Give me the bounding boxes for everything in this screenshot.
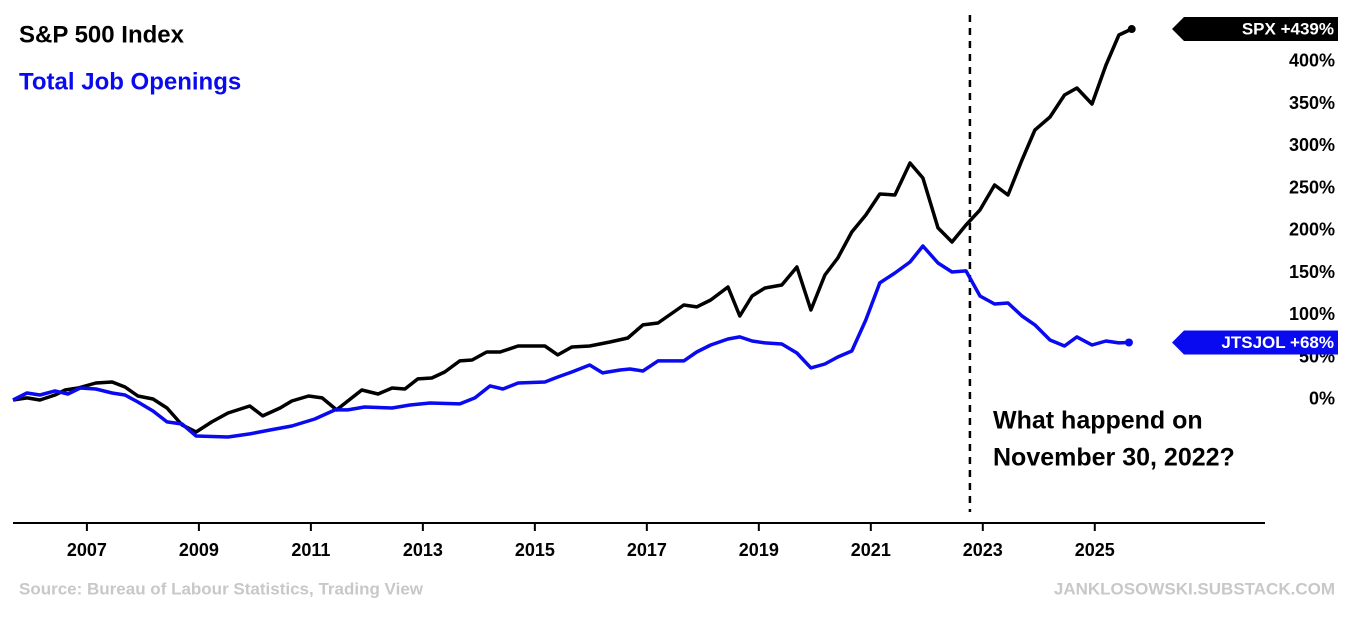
y-tick-label: 300% <box>1289 135 1335 155</box>
end-badge <box>1172 330 1338 355</box>
x-tick-label: 2021 <box>851 540 891 560</box>
x-tick-label: 2007 <box>67 540 107 560</box>
y-tick-label: 150% <box>1289 262 1335 282</box>
y-tick-label: 200% <box>1289 220 1335 240</box>
source: Source: Bureau of Labour Statistics, Tra… <box>19 579 424 598</box>
y-tick-label: 250% <box>1289 177 1335 197</box>
x-tick-label: 2011 <box>291 540 330 560</box>
series-line <box>12 244 1129 439</box>
x-tick-label: 2017 <box>627 540 667 560</box>
annotation: What happend on <box>993 407 1203 435</box>
annotation: November 30, 2022? <box>993 444 1235 472</box>
watermark: JANKLOSOWSKI.SUBSTACK.COM <box>1054 579 1335 598</box>
x-tick-label: 2015 <box>515 540 555 560</box>
series-line <box>12 27 1133 434</box>
x-tick-label: 2013 <box>403 540 443 560</box>
x-tick-label: 2023 <box>963 540 1003 560</box>
y-tick-label: 100% <box>1289 304 1335 324</box>
legend-entry: Total Job Openings <box>19 68 241 95</box>
end-label: SPX +439% <box>1242 20 1334 39</box>
y-tick-label: 400% <box>1289 51 1335 71</box>
y-tick-label: 0% <box>1309 389 1335 409</box>
y-tick-label: 350% <box>1289 93 1335 113</box>
legend-entry: S&P 500 Index <box>19 21 185 48</box>
end-label: JTSJOL +68% <box>1221 333 1334 352</box>
end-point <box>1127 25 1136 34</box>
x-tick-label: 2025 <box>1075 540 1115 560</box>
end-point <box>1124 338 1133 347</box>
x-tick-label: 2009 <box>179 540 219 560</box>
end-badge <box>1172 17 1338 42</box>
x-tick-label: 2019 <box>739 540 779 560</box>
